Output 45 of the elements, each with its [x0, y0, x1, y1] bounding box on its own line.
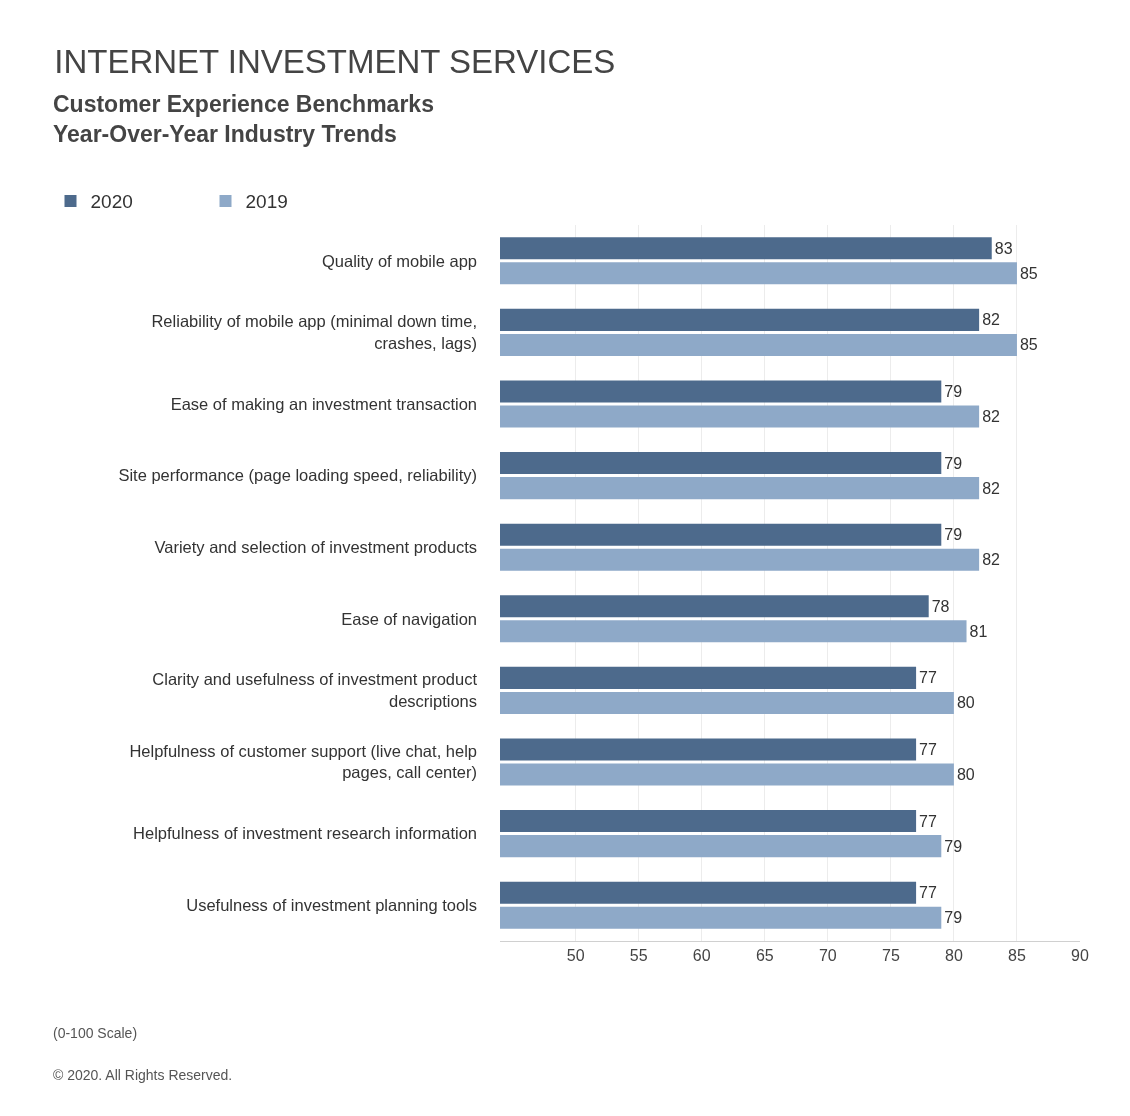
x-tick-label: 70 [818, 947, 837, 965]
data-label: 78 [931, 597, 950, 615]
data-label: 77 [919, 669, 937, 687]
y-tick-label: Usefulness of investment planning tools [186, 895, 477, 914]
y-tick-label: Variety and selection of investment products [154, 537, 477, 556]
x-tick-label: 80 [945, 947, 963, 965]
x-tick-label: 85 [1008, 947, 1026, 965]
text: (0-100 Scale) [53, 1025, 138, 1041]
text: © 2020. All Rights Reserved. [53, 1067, 233, 1083]
data-label: 85 [1019, 264, 1038, 282]
data-label: 82 [982, 551, 1001, 569]
y-tick-label: Ease of making an investment transaction [170, 394, 477, 413]
y-tick-label: Site performance (page loading speed, reliability) [118, 466, 477, 485]
data-label: 81 [969, 622, 988, 640]
text: Customer Experience Benchmarks Year-Over-Year Industry Trends [53, 91, 434, 147]
data-label: 79 [944, 909, 963, 927]
data-label: 79 [944, 837, 963, 855]
y-tick-label: Ease of navigation [341, 609, 477, 628]
x-tick-label: 65 [755, 947, 774, 965]
data-label: 79 [944, 526, 963, 544]
y-tick-label: Helpfulness of customer support (live chat, help pages, call center) [129, 742, 477, 782]
data-label: 85 [1019, 336, 1038, 354]
data-label: 77 [919, 812, 937, 830]
legend-label: 2019 [245, 191, 288, 213]
legend-label: 2020 [90, 191, 133, 213]
data-label: 82 [982, 479, 1001, 497]
data-label: 82 [982, 311, 1001, 329]
data-label: 80 [956, 694, 975, 712]
data-label: 79 [944, 382, 963, 400]
data-label: 79 [944, 454, 963, 472]
data-label: 80 [956, 766, 975, 784]
x-tick-label: 60 [692, 947, 711, 965]
y-tick-label: Reliability of mobile app (minimal down time, crashes, lags) [151, 312, 477, 352]
data-label: 77 [919, 740, 937, 758]
y-tick-label: Clarity and usefulness of investment product descriptions [152, 670, 478, 710]
data-label: 83 [994, 239, 1013, 257]
chart-title: INTERNET INVESTMENT SERVICES [54, 43, 616, 81]
x-tick-label: 75 [881, 947, 900, 965]
x-tick-label: 50 [566, 947, 585, 965]
x-tick-label: 90 [1071, 947, 1089, 965]
y-tick-label: Quality of mobile app [321, 251, 477, 270]
data-label: 82 [982, 408, 1001, 426]
y-tick-label: Helpfulness of investment research information [133, 824, 477, 843]
x-tick-label: 55 [629, 947, 648, 965]
data-label: 77 [919, 884, 937, 902]
